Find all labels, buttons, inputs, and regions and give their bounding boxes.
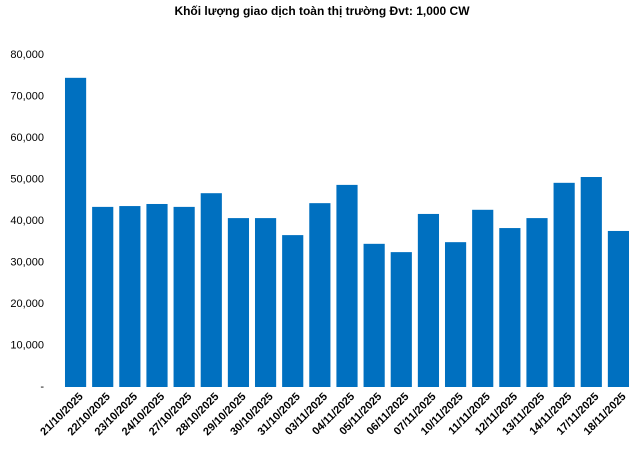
bar [119,206,141,387]
bar [363,243,385,387]
bar [472,209,494,387]
bar [390,252,412,387]
bar [499,228,521,387]
bar [173,206,195,387]
y-tick-label: 70,000 [10,90,44,102]
y-tick-label: 10,000 [10,339,44,351]
bar [417,213,440,387]
y-tick-label: 40,000 [10,215,44,227]
bar [607,230,630,387]
bar [227,218,250,387]
bar [282,235,304,387]
y-tick-label: 60,000 [10,132,44,144]
bar [309,203,331,387]
y-tick-label: 80,000 [10,49,44,61]
y-tick-label: 50,000 [10,173,44,185]
y-tick-label: - [40,381,44,393]
bar [64,77,87,387]
y-tick-label: 20,000 [10,298,44,310]
bar [444,242,467,387]
bar [553,182,575,387]
chart-title: Khối lượng giao dịch toàn thị trường Đvt… [174,4,470,18]
bar [200,193,222,387]
bar [336,184,358,387]
bar [526,218,548,387]
bar [254,218,277,387]
bar [580,177,602,387]
y-tick-label: 30,000 [10,256,44,268]
bar [146,203,168,387]
bar [92,206,114,387]
